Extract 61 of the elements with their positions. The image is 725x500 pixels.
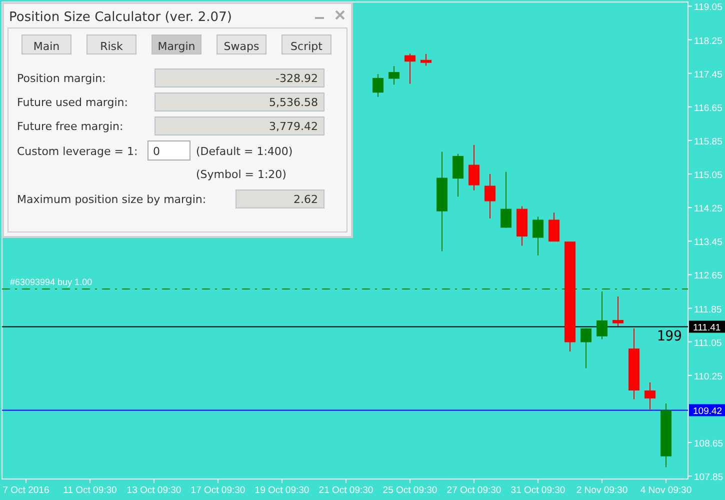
x-tick-label: 31 Oct 09:30 bbox=[510, 485, 566, 496]
candlestick bbox=[500, 171, 512, 228]
candlestick bbox=[596, 290, 608, 340]
x-tick-label: 4 Nov 09:30 bbox=[640, 485, 692, 496]
annotation: 3,779.42 bbox=[269, 120, 318, 133]
annotation: -328.92 bbox=[276, 72, 318, 85]
candlestick bbox=[580, 328, 592, 369]
x-tick-label: 19 Oct 09:30 bbox=[254, 485, 310, 496]
candlestick bbox=[372, 74, 384, 98]
annotation: Custom leverage = 1: bbox=[17, 145, 138, 158]
y-tick-label: 114.25 bbox=[694, 204, 722, 215]
category-label: Margin bbox=[158, 40, 196, 53]
ref-line-label: #63093994 buy 1.00 bbox=[10, 276, 92, 287]
candlestick bbox=[644, 382, 656, 410]
y-tick-label: 117.45 bbox=[694, 69, 722, 80]
x-tick-label: 13 Oct 09:30 bbox=[126, 485, 182, 496]
annotation: (Symbol = 1:20) bbox=[196, 168, 286, 181]
candlestick bbox=[548, 212, 560, 242]
candlestick bbox=[468, 144, 480, 191]
annotation: Position margin: bbox=[17, 72, 106, 85]
category-label: Risk bbox=[100, 40, 124, 53]
candlestick bbox=[532, 216, 544, 256]
y-tick-label: 112.65 bbox=[694, 270, 722, 282]
annotation: 0 bbox=[153, 145, 160, 158]
x-tick-label: 2 Nov 09:30 bbox=[576, 485, 628, 496]
y-tick-label: 115.85 bbox=[694, 136, 722, 148]
y-tick-label: 115.05 bbox=[694, 170, 722, 182]
y-tick-label: 119.05 bbox=[694, 2, 722, 14]
y-tick-label: 110.25 bbox=[694, 371, 722, 382]
annotation: Future used margin: bbox=[17, 96, 128, 109]
y-tick-label: 113.45 bbox=[694, 237, 722, 248]
x-tick-label: 17 Oct 09:30 bbox=[190, 485, 246, 496]
candlestick bbox=[420, 54, 432, 66]
x-tick-label: 25 Oct 09:30 bbox=[382, 485, 438, 496]
y-tick-label: 108.65 bbox=[694, 438, 724, 450]
candlestick bbox=[404, 53, 416, 84]
annotation: Maximum position size by margin: bbox=[17, 193, 206, 206]
candlestick bbox=[484, 174, 496, 219]
ref-line-label: 109.42 bbox=[693, 406, 722, 418]
category-label: Main bbox=[33, 40, 60, 53]
x-tick-label: 11 Oct 09:30 bbox=[63, 485, 117, 496]
annotation: 199 bbox=[656, 328, 682, 345]
category-label: Swaps bbox=[224, 40, 260, 53]
y-tick-label: 116.65 bbox=[694, 102, 722, 114]
y-tick-label: 118.25 bbox=[694, 36, 722, 47]
y-tick-label: 111.05 bbox=[694, 338, 722, 349]
text: Position Size Calculator (ver. 2.07) bbox=[9, 10, 232, 25]
annotation: 2.62 bbox=[294, 193, 318, 206]
y-tick-label: 107.85 bbox=[694, 472, 724, 484]
annotation: (Default = 1:400) bbox=[196, 145, 293, 158]
ref-line-label: 111.41 bbox=[693, 322, 721, 334]
category-label: Script bbox=[290, 40, 324, 53]
annotation: Future free margin: bbox=[17, 120, 124, 133]
x-tick-label: 21 Oct 09:30 bbox=[318, 485, 374, 496]
candlestick bbox=[612, 296, 624, 327]
x-tick-label: 27 Oct 09:30 bbox=[446, 485, 502, 496]
x-tick-label: 7 Oct 2016 bbox=[2, 485, 50, 496]
candlestick bbox=[388, 66, 400, 86]
y-tick-label: 111.85 bbox=[694, 304, 722, 316]
annotation: 5,536.58 bbox=[269, 96, 318, 109]
candlestick bbox=[452, 153, 464, 198]
